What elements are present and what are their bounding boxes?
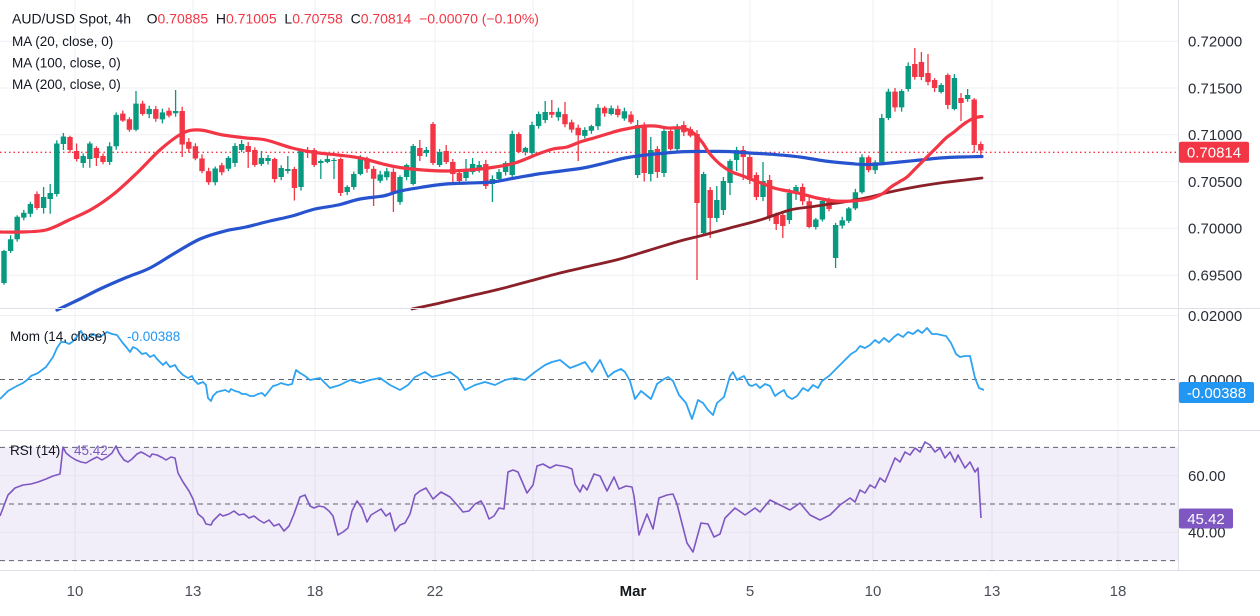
svg-text:0.72000: 0.72000 [1188,34,1242,51]
svg-text:10: 10 [865,583,882,600]
svg-text:60.00: 60.00 [1188,468,1226,485]
svg-text:18: 18 [1110,583,1127,600]
svg-text:13: 13 [984,583,1001,600]
svg-text:Mar: Mar [620,583,647,600]
svg-text:-0.00388: -0.00388 [1187,385,1246,402]
svg-text:0.71000: 0.71000 [1188,127,1242,144]
svg-text:MA (200, close, 0): MA (200, close, 0) [12,77,121,92]
svg-text:13: 13 [185,583,202,600]
svg-text:0.02000: 0.02000 [1188,308,1242,325]
svg-text:5: 5 [746,583,754,600]
svg-text:0.71500: 0.71500 [1188,80,1242,97]
svg-text:40.00: 40.00 [1188,525,1226,542]
svg-text:0.70000: 0.70000 [1188,221,1242,238]
svg-text:MA (20, close, 0): MA (20, close, 0) [12,34,113,49]
svg-text:45.42: 45.42 [74,443,108,458]
svg-text:AUD/USD Spot, 4h O0.70885: AUD/USD Spot, 4h O0.70885 H0.71005 L0.70… [12,11,539,27]
svg-text:45.42: 45.42 [1187,511,1225,528]
svg-text:18: 18 [307,583,324,600]
svg-text:RSI (14): RSI (14) [10,443,60,458]
svg-text:-0.00388: -0.00388 [127,329,180,344]
svg-text:0.69500: 0.69500 [1188,268,1242,285]
svg-text:Mom (14, close): Mom (14, close) [10,329,107,344]
svg-text:22: 22 [427,583,444,600]
svg-text:0.70814: 0.70814 [1187,145,1241,162]
svg-text:10: 10 [67,583,84,600]
svg-text:MA (100, close, 0): MA (100, close, 0) [12,56,121,71]
svg-text:0.70500: 0.70500 [1188,174,1242,191]
